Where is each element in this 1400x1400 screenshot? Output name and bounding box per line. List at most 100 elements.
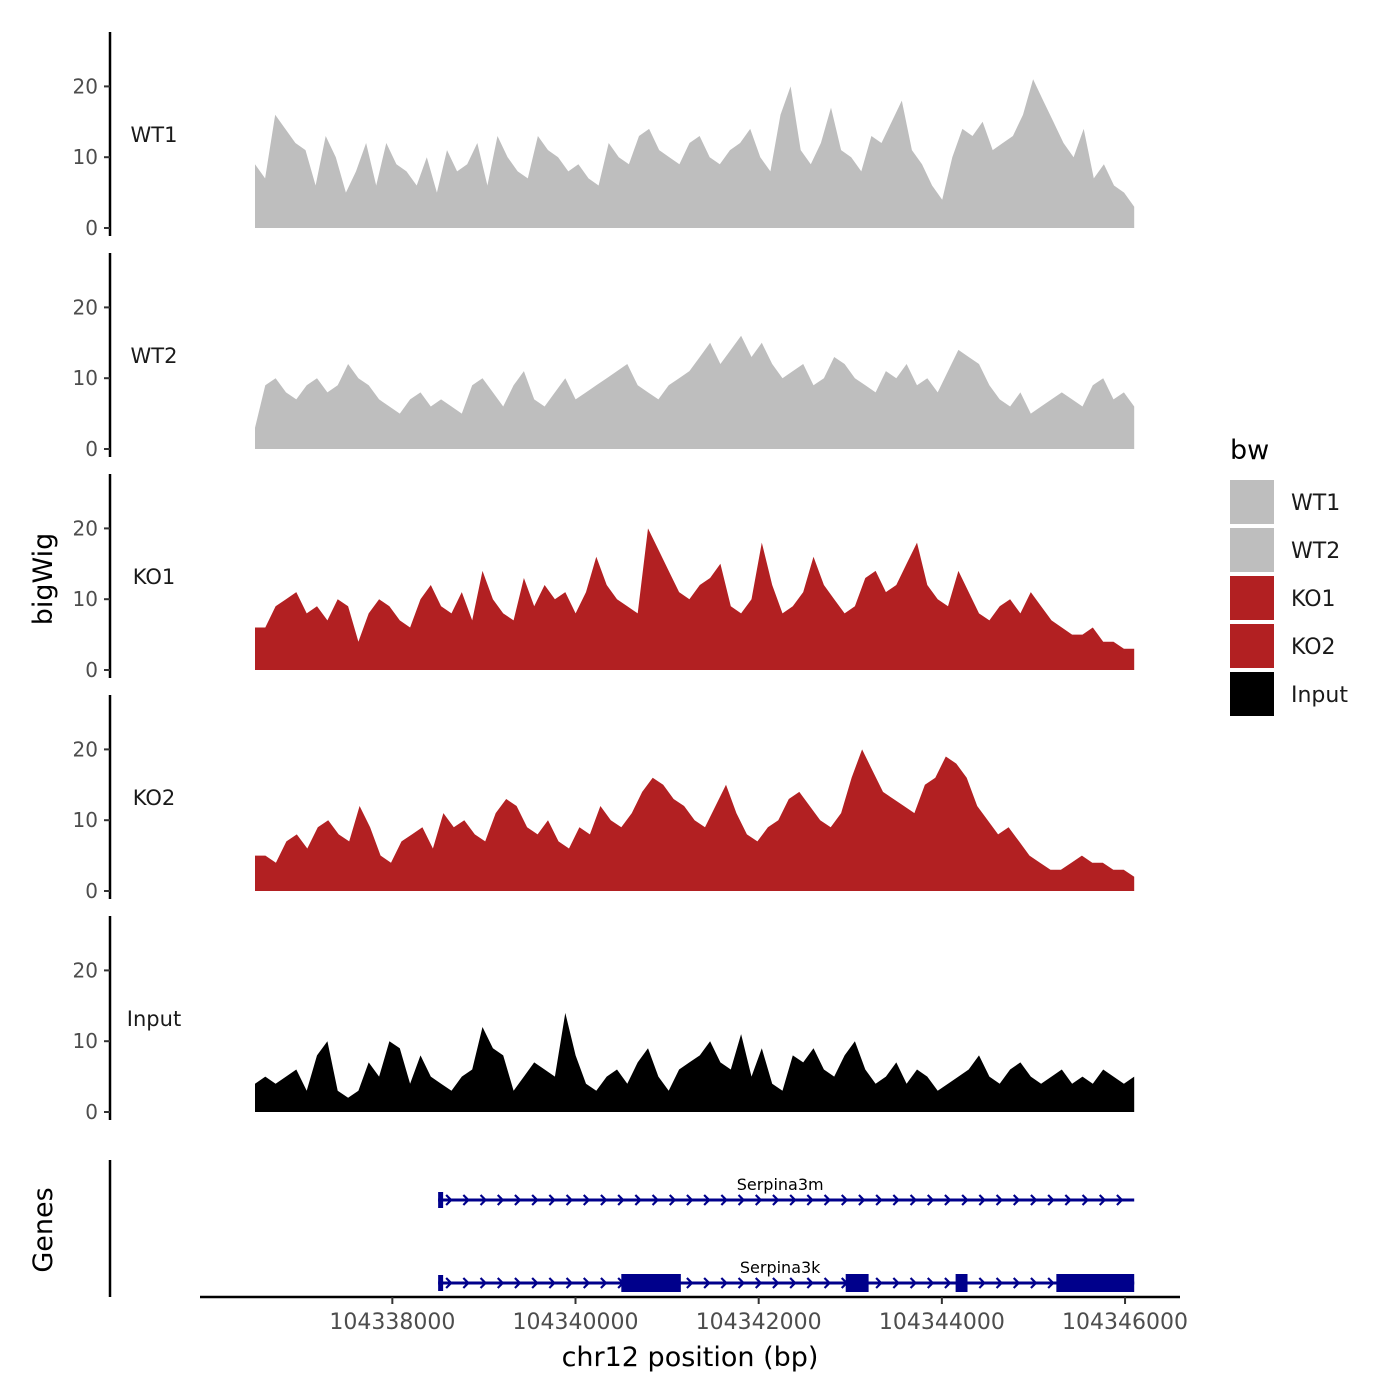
gene-serpina3m: Serpina3m xyxy=(438,1175,1135,1208)
y-tick-label: 10 xyxy=(73,145,98,169)
legend: bw WT1 WT2 KO1 KO2 Input xyxy=(1230,435,1348,716)
x-tick-label: 104340000 xyxy=(513,1310,639,1335)
strand-arrow xyxy=(703,1194,711,1206)
coverage-area-wt1 xyxy=(255,79,1135,228)
strand-arrow xyxy=(462,1277,470,1289)
y-tick-label: 20 xyxy=(73,74,98,98)
strand-arrow xyxy=(1098,1194,1107,1206)
strand-arrow xyxy=(772,1194,780,1206)
strand-arrow xyxy=(531,1194,539,1206)
strand-arrow xyxy=(582,1194,591,1206)
track-input: 0 10 20 Input xyxy=(73,916,1135,1124)
track-label: WT2 xyxy=(131,344,178,368)
strand-arrow xyxy=(995,1194,1004,1206)
y-tick-label: 20 xyxy=(73,737,98,761)
strand-arrow xyxy=(806,1194,814,1206)
track-ko1: 0 10 20 KO1 xyxy=(73,474,1135,682)
strand-arrow xyxy=(634,1194,642,1206)
gene-name: Serpina3k xyxy=(740,1258,821,1277)
track-label: KO2 xyxy=(133,786,176,810)
strand-arrow xyxy=(875,1194,883,1206)
strand-arrow xyxy=(600,1277,608,1289)
track-label: Input xyxy=(127,1007,181,1031)
y-tick-label: 20 xyxy=(73,295,98,319)
gene-serpina3k: Serpina3k xyxy=(438,1258,1135,1292)
strand-arrow xyxy=(720,1194,728,1206)
y-tick-label: 10 xyxy=(73,366,98,390)
x-tick-label: 104342000 xyxy=(696,1310,822,1335)
legend-label-wt1: WT1 xyxy=(1291,491,1340,516)
strand-arrow xyxy=(789,1277,797,1289)
strand-arrow xyxy=(531,1277,539,1289)
y-axis-title: bigWig xyxy=(28,533,59,626)
y-tick-label: 10 xyxy=(73,587,98,611)
strand-arrow xyxy=(548,1194,556,1206)
strand-arrow xyxy=(823,1277,832,1289)
strand-arrow xyxy=(737,1277,746,1289)
strand-arrow xyxy=(961,1194,969,1206)
strand-arrow xyxy=(514,1194,522,1206)
strand-arrow xyxy=(823,1194,832,1206)
tracks-layer: 0 10 20 WT1 0 10 20 WT2 0 10 20 KO1 0 10 20 KO2 0 10 20 Inp… xyxy=(73,32,1135,1124)
strand-arrow xyxy=(978,1277,986,1289)
strand-arrow xyxy=(892,1277,900,1289)
track-label: KO1 xyxy=(133,565,176,589)
strand-arrow xyxy=(496,1277,505,1289)
strand-arrow xyxy=(789,1194,797,1206)
legend-label-ko1: KO1 xyxy=(1291,587,1336,612)
strand-arrow xyxy=(909,1194,918,1206)
strand-arrow xyxy=(1012,1194,1021,1206)
y-tick-label: 10 xyxy=(73,1029,98,1053)
track-label: WT1 xyxy=(131,123,178,147)
x-tick-label: 104346000 xyxy=(1062,1310,1188,1335)
strand-arrow xyxy=(686,1194,694,1206)
legend-swatch-wt1 xyxy=(1230,480,1274,524)
strand-arrow xyxy=(445,1277,453,1289)
strand-arrow xyxy=(858,1194,866,1206)
strand-arrow xyxy=(617,1194,625,1206)
strand-arrow xyxy=(978,1194,986,1206)
strand-arrow xyxy=(754,1194,763,1206)
y-tick-label: 10 xyxy=(73,808,98,832)
strand-arrow xyxy=(582,1277,591,1289)
legend-swatch-ko2 xyxy=(1230,624,1274,668)
legend-label-input: Input xyxy=(1291,683,1348,708)
strand-arrow xyxy=(926,1194,935,1206)
exon-block xyxy=(955,1274,968,1292)
strand-arrow xyxy=(565,1277,574,1289)
exon-block xyxy=(621,1274,681,1292)
strand-arrow xyxy=(720,1277,728,1289)
strand-arrow xyxy=(1081,1194,1090,1206)
y-tick-label: 0 xyxy=(85,879,98,903)
gene-start-exon xyxy=(438,1192,444,1208)
strand-arrow xyxy=(1012,1277,1021,1289)
exon-block xyxy=(1056,1274,1135,1292)
strand-arrow xyxy=(514,1277,522,1289)
strand-arrow xyxy=(703,1277,711,1289)
legend-label-ko2: KO2 xyxy=(1291,635,1336,660)
y-tick-label: 20 xyxy=(73,516,98,540)
x-axis-title: chr12 position (bp) xyxy=(562,1342,819,1373)
strand-arrow xyxy=(1047,1277,1055,1289)
strand-arrow xyxy=(496,1194,505,1206)
track-ko2: 0 10 20 KO2 xyxy=(73,695,1135,903)
x-axis: 104338000 104340000 104342000 104344000 1043… xyxy=(200,1295,1188,1335)
gene-start-exon xyxy=(438,1275,444,1291)
strand-arrow xyxy=(892,1194,900,1206)
strand-arrow xyxy=(944,1194,952,1206)
x-tick-label: 104338000 xyxy=(329,1310,455,1335)
strand-arrow xyxy=(909,1277,918,1289)
legend-swatch-wt2 xyxy=(1230,528,1274,572)
strand-arrow xyxy=(479,1277,488,1289)
coverage-area-input xyxy=(255,1012,1135,1112)
strand-arrow xyxy=(995,1277,1004,1289)
strand-arrow xyxy=(840,1194,849,1206)
strand-arrow xyxy=(772,1277,780,1289)
y-tick-label: 20 xyxy=(73,958,98,982)
legend-swatch-ko1 xyxy=(1230,576,1274,620)
strand-arrow xyxy=(1030,1277,1038,1289)
legend-swatch-input xyxy=(1230,672,1274,716)
coverage-area-ko1 xyxy=(255,528,1135,670)
strand-arrow xyxy=(1064,1194,1072,1206)
